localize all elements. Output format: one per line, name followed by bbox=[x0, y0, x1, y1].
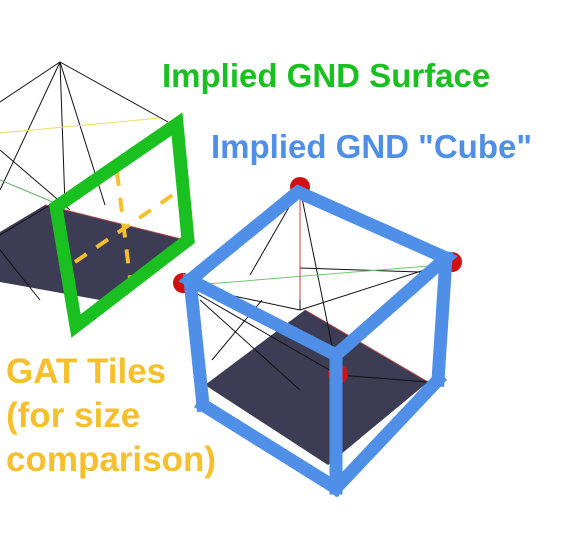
right-tile-edge bbox=[304, 309, 429, 383]
left-group bbox=[0, 61, 195, 338]
right-green-line bbox=[194, 264, 441, 286]
implied-gnd-surface bbox=[48, 112, 195, 338]
left-gat-tile bbox=[0, 205, 185, 300]
cube-edge-left bbox=[182, 272, 211, 413]
implied-gnd-cube-label: Implied GND "Cube" bbox=[211, 128, 532, 165]
gat-tiles-label-line3: comparison) bbox=[6, 440, 217, 479]
right-group bbox=[173, 177, 462, 498]
implied-gnd-surface-label: Implied GND Surface bbox=[162, 57, 491, 94]
gat-tiles-label-line1: GAT Tiles bbox=[6, 352, 167, 391]
left-yellow-line bbox=[0, 117, 161, 134]
left-tile-edge bbox=[44, 204, 186, 241]
left-wireframe bbox=[0, 61, 169, 301]
right-gat-tile bbox=[205, 310, 428, 465]
implied-gnd-cube bbox=[178, 184, 458, 498]
cube-edge-bottom-right bbox=[326, 370, 448, 498]
left-green-line bbox=[0, 179, 61, 206]
gat-tiles-label-line2: (for size bbox=[6, 396, 141, 435]
dashed-tile-outline bbox=[73, 171, 182, 279]
gat-tiles-label: GAT Tiles (for size comparison) bbox=[6, 350, 216, 482]
cube-edge-right bbox=[431, 251, 453, 387]
cube-edge-bottom-left bbox=[194, 396, 345, 497]
